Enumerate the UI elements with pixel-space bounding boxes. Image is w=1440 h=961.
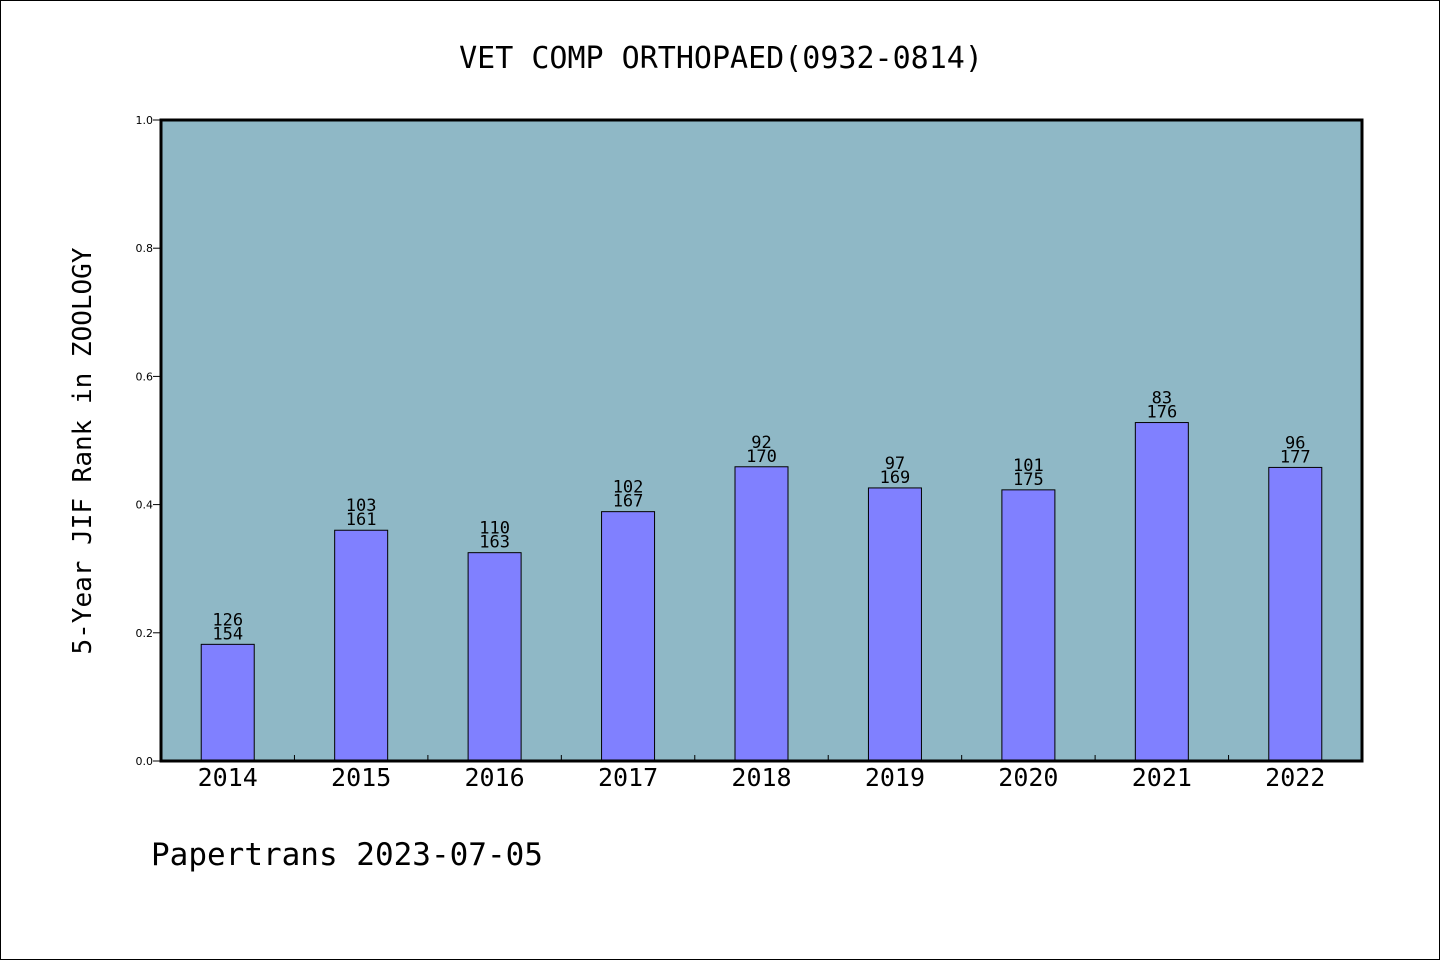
y-axis: 0.0 0.2 0.4 0.6 0.8 1.0 <box>136 114 161 768</box>
rank-label-2021: 83 <box>1152 389 1172 409</box>
bar-2016 <box>467 552 522 762</box>
y-tick-label: 0.0 <box>136 755 154 768</box>
total-label-2021: 176 <box>1146 403 1177 423</box>
bar-2014 <box>200 643 255 762</box>
total-label-2017: 167 <box>613 492 644 512</box>
rank-label-2017: 102 <box>613 478 644 498</box>
y-tick-label: 0.4 <box>136 499 154 512</box>
x-tick-label-2021: 2021 <box>1132 763 1192 792</box>
rank-label-2018: 92 <box>751 433 771 453</box>
y-tick-label: 0.2 <box>136 627 154 640</box>
footer-text: Papertrans 2023-07-05 <box>151 837 543 873</box>
bar-2021 <box>1134 422 1189 762</box>
x-tick-label-2018: 2018 <box>731 763 791 792</box>
rank-label-2019: 97 <box>885 454 905 474</box>
x-tick-label-2016: 2016 <box>465 763 525 792</box>
total-label-2018: 170 <box>746 447 777 467</box>
rank-label-2014: 126 <box>212 610 243 630</box>
bar-2020 <box>1001 489 1056 762</box>
y-tick-label: 0.6 <box>136 370 154 383</box>
plot-border <box>159 118 1364 763</box>
x-tick-label-2022: 2022 <box>1265 763 1325 792</box>
chart-title: VET COMP ORTHOPAED(0932-0814) <box>459 41 983 76</box>
rank-label-2022: 96 <box>1285 433 1305 453</box>
y-axis-label: 5-Year JIF Rank in ZOOLOGY <box>68 247 98 654</box>
total-label-2014: 154 <box>212 624 243 644</box>
x-tick-label-2014: 2014 <box>198 763 258 792</box>
total-label-2019: 169 <box>880 468 911 488</box>
y-tick-label: 1.0 <box>136 114 154 127</box>
x-tick-label-2020: 2020 <box>998 763 1058 792</box>
bar-2015 <box>334 529 389 762</box>
x-tick-label-2015: 2015 <box>331 763 391 792</box>
bar-2018 <box>734 466 789 762</box>
rank-label-2020: 101 <box>1013 456 1044 476</box>
total-label-2015: 161 <box>346 510 377 530</box>
bar-2019 <box>867 487 922 762</box>
bar-2017 <box>601 511 656 762</box>
y-tick-label: 0.8 <box>136 242 154 255</box>
total-label-2022: 177 <box>1280 447 1311 467</box>
bar-2022 <box>1268 466 1323 762</box>
rank-label-2016: 110 <box>479 519 510 539</box>
rank-label-2015: 103 <box>346 496 377 516</box>
total-label-2020: 175 <box>1013 470 1044 490</box>
bars-group <box>200 422 1323 762</box>
x-axis: 2014 2015 2016 2017 2018 2019 2020 2021 2022 <box>198 755 1325 792</box>
x-tick-label-2017: 2017 <box>598 763 658 792</box>
total-label-2016: 163 <box>479 533 510 553</box>
x-tick-label-2019: 2019 <box>865 763 925 792</box>
